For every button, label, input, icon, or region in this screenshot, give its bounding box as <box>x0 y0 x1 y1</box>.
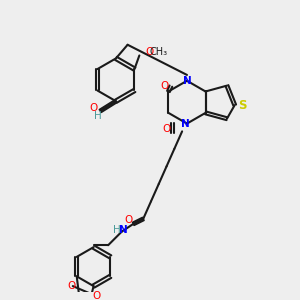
Text: CH₃: CH₃ <box>150 46 168 57</box>
Text: N: N <box>119 225 128 235</box>
Text: N: N <box>183 76 191 86</box>
Text: N: N <box>181 118 189 129</box>
Text: O: O <box>68 281 76 291</box>
Text: O: O <box>89 103 98 113</box>
Text: O: O <box>145 46 153 57</box>
Text: O: O <box>160 81 168 91</box>
Text: H: H <box>113 225 121 235</box>
Text: H: H <box>94 111 101 121</box>
Text: S: S <box>238 99 247 112</box>
Text: O: O <box>162 124 170 134</box>
Text: O: O <box>124 215 133 225</box>
Text: O: O <box>92 291 101 300</box>
